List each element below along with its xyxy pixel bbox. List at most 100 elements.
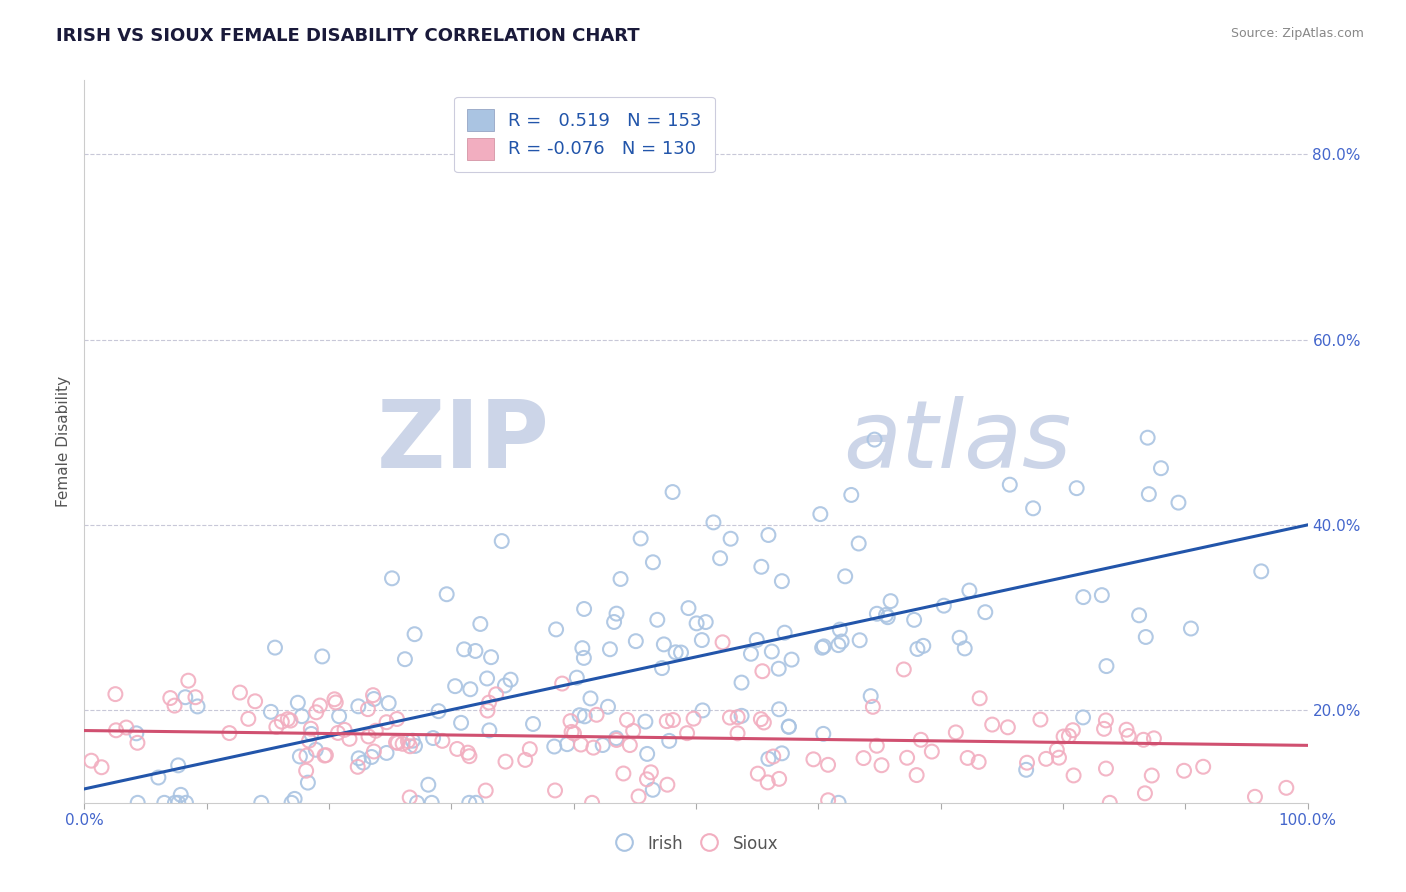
Point: [515, 753, 537, 767]
Point: [949, 631, 972, 645]
Point: [718, 710, 741, 724]
Point: [174, 690, 197, 705]
Point: [167, 758, 190, 772]
Point: [357, 730, 380, 744]
Point: [768, 702, 790, 716]
Point: [1137, 487, 1160, 501]
Point: [495, 755, 517, 769]
Point: [1092, 722, 1115, 736]
Point: [375, 715, 398, 730]
Point: [770, 574, 793, 589]
Point: [658, 734, 681, 748]
Point: [1071, 590, 1094, 604]
Point: [148, 771, 170, 785]
Point: [1095, 714, 1118, 728]
Point: [299, 722, 322, 736]
Point: [163, 796, 186, 810]
Point: [1150, 461, 1173, 475]
Point: [266, 720, 288, 734]
Point: [406, 796, 429, 810]
Point: [907, 642, 929, 657]
Point: [522, 717, 544, 731]
Point: [640, 765, 662, 780]
Point: [778, 720, 800, 734]
Point: [381, 571, 404, 585]
Point: [325, 696, 347, 710]
Point: [969, 691, 991, 706]
Point: [695, 615, 717, 629]
Point: [363, 692, 385, 706]
Point: [956, 751, 979, 765]
Point: [464, 644, 486, 658]
Legend: Irish, Sioux: Irish, Sioux: [607, 828, 785, 860]
Point: [328, 709, 350, 723]
Point: [470, 617, 492, 632]
Point: [453, 642, 475, 657]
Point: [803, 752, 825, 766]
Point: [811, 640, 834, 655]
Point: [863, 433, 886, 447]
Point: [450, 715, 472, 730]
Point: [347, 751, 370, 765]
Point: [690, 633, 713, 648]
Point: [1022, 501, 1045, 516]
Point: [1066, 481, 1088, 495]
Point: [839, 488, 862, 502]
Point: [385, 712, 408, 726]
Point: [474, 783, 496, 797]
Point: [375, 746, 398, 760]
Point: [768, 772, 790, 786]
Point: [360, 750, 382, 764]
Point: [377, 696, 399, 710]
Point: [1098, 796, 1121, 810]
Point: [105, 723, 128, 738]
Point: [773, 625, 796, 640]
Point: [446, 742, 468, 756]
Point: [624, 634, 647, 648]
Point: [745, 632, 768, 647]
Point: [477, 704, 499, 718]
Point: [299, 727, 322, 741]
Point: [277, 712, 299, 726]
Point: [813, 640, 835, 654]
Point: [184, 690, 207, 705]
Point: [402, 733, 425, 747]
Point: [288, 749, 311, 764]
Point: [270, 714, 292, 729]
Point: [153, 796, 176, 810]
Point: [896, 751, 918, 765]
Point: [568, 708, 591, 723]
Point: [436, 587, 458, 601]
Point: [827, 796, 849, 810]
Point: [543, 739, 565, 754]
Point: [260, 705, 283, 719]
Point: [761, 644, 783, 658]
Point: [581, 796, 603, 810]
Point: [932, 599, 955, 613]
Point: [616, 713, 638, 727]
Point: [678, 601, 700, 615]
Point: [875, 607, 897, 622]
Point: [479, 650, 502, 665]
Point: [817, 793, 839, 807]
Point: [828, 623, 851, 637]
Point: [238, 712, 260, 726]
Point: [945, 725, 967, 739]
Point: [546, 623, 568, 637]
Point: [661, 485, 683, 500]
Point: [756, 752, 779, 766]
Point: [921, 745, 943, 759]
Point: [749, 712, 772, 726]
Point: [1095, 659, 1118, 673]
Point: [1015, 763, 1038, 777]
Point: [893, 663, 915, 677]
Point: [309, 698, 332, 713]
Point: [297, 775, 319, 789]
Point: [912, 639, 935, 653]
Point: [569, 738, 592, 752]
Point: [243, 694, 266, 708]
Point: [458, 749, 481, 764]
Point: [630, 532, 652, 546]
Point: [1135, 630, 1157, 644]
Point: [758, 528, 780, 542]
